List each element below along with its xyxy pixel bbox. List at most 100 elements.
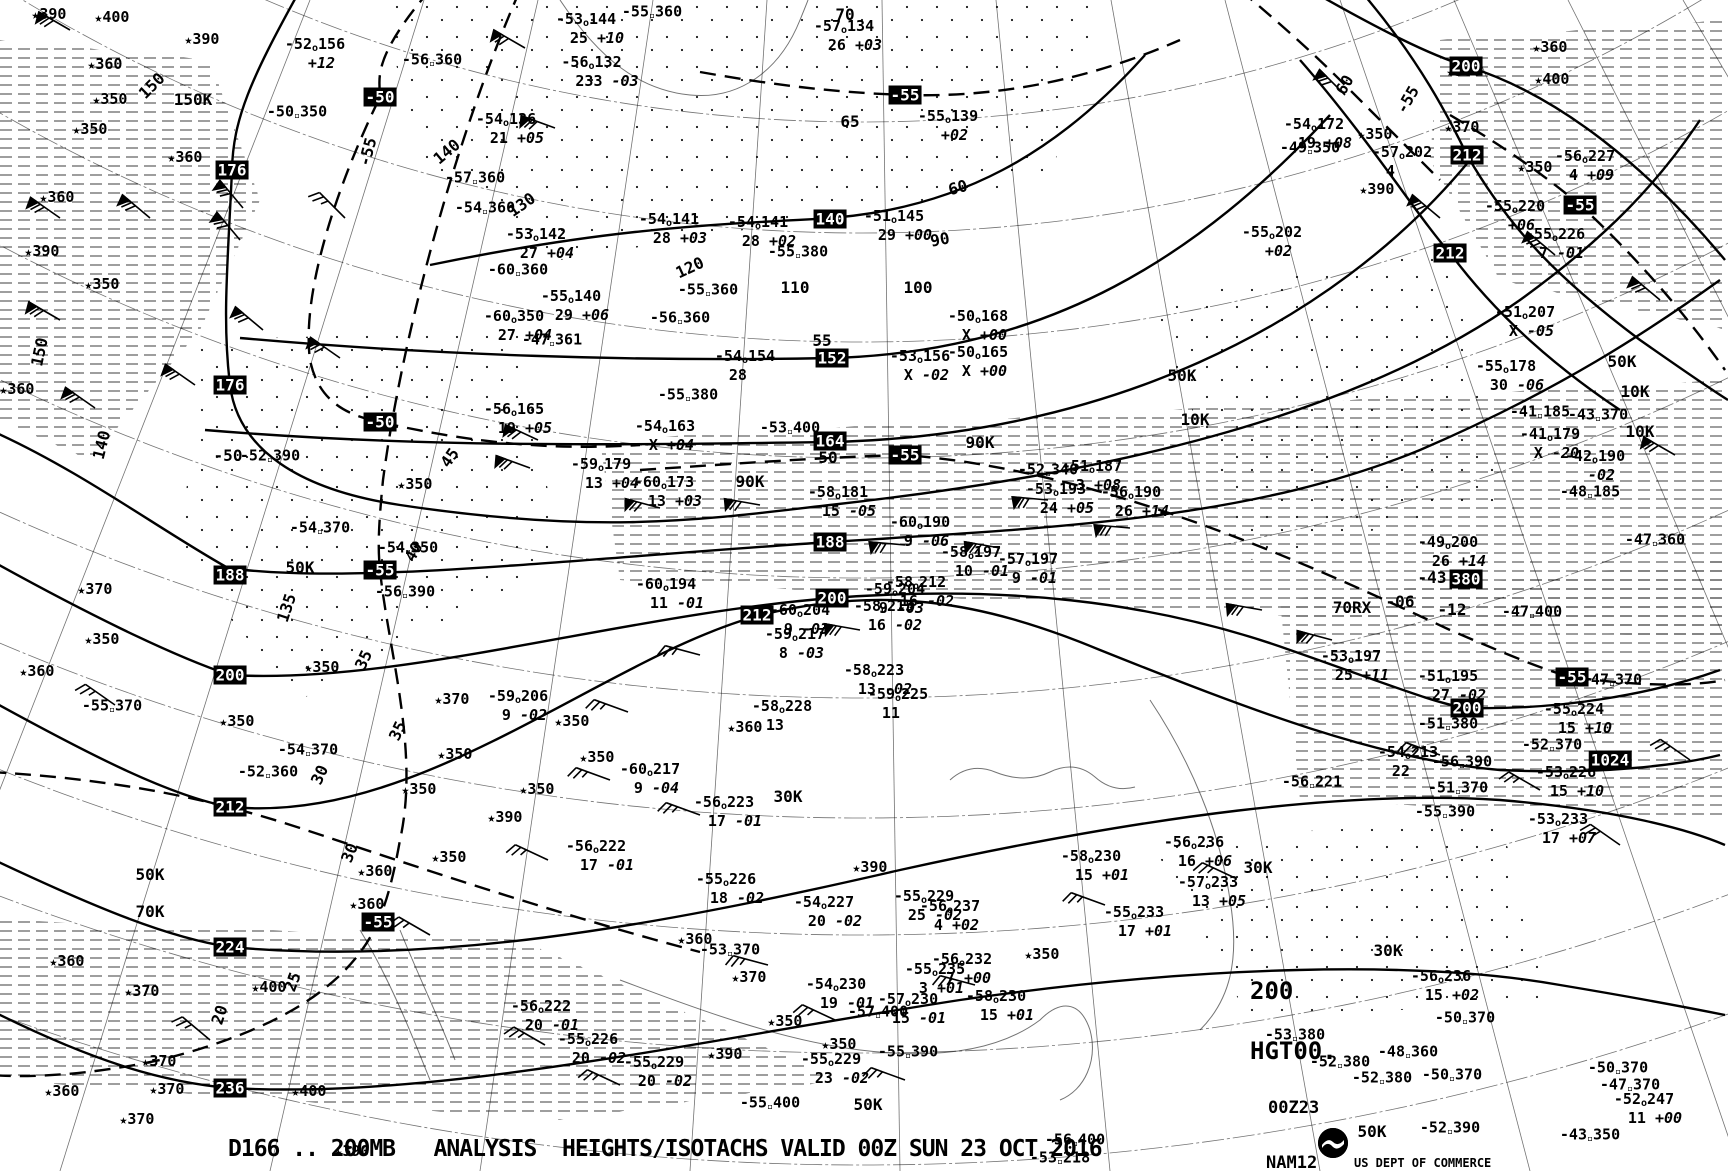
- wind-barb: [171, 1016, 211, 1041]
- wind-barb: [211, 179, 244, 209]
- station-plot: -60o217 9 -04: [619, 759, 681, 797]
- station-plot: -50▫350: [266, 102, 328, 122]
- station-plot: -52▫380: [1351, 1068, 1413, 1088]
- wind-barb: [208, 211, 241, 241]
- station-plot: -57o230 15 -01: [877, 989, 947, 1027]
- station-plot: -55▫390: [1414, 802, 1476, 822]
- boxed-contour-label: 212: [1450, 145, 1484, 165]
- station-plot: -58o197 10 -01: [940, 542, 1010, 580]
- boxed-contour-label: 236: [213, 1078, 247, 1098]
- station-plot: -56o132 233 -03: [561, 52, 639, 90]
- wind-barb: [505, 844, 549, 861]
- station-plot: -54▫350: [377, 538, 439, 558]
- graticule-label: -12: [1437, 600, 1467, 619]
- boxed-contour-label: 1024: [1588, 750, 1632, 770]
- height-station-plot: ★350: [84, 275, 120, 293]
- wind-barb: [25, 196, 61, 219]
- station-plot: -56o223 17 -01: [693, 792, 763, 830]
- wind-barb: [229, 305, 264, 331]
- station-plot: -54▫370: [277, 740, 339, 760]
- height-station-plot: ★350: [579, 748, 615, 766]
- wind-barb: [1649, 738, 1691, 761]
- agency-credit: US DEPT OF COMMERCE NOAA/NWS/NCEP WASHIN…: [1318, 1128, 1527, 1171]
- station-plot: -55▫380: [657, 385, 719, 405]
- station-plot: -51▫370: [1427, 778, 1489, 798]
- boxed-contour-label: -50: [363, 87, 397, 107]
- station-plot: -43▫350: [1559, 1125, 1621, 1145]
- station-plot: -52o247 11 +00: [1613, 1089, 1683, 1127]
- station-plot: -53▫370: [699, 940, 761, 960]
- wind-max-label: 10K: [1625, 422, 1655, 441]
- credit-line1: US DEPT OF COMMERCE: [1354, 1156, 1492, 1170]
- station-plot: -50▫370: [1587, 1058, 1649, 1078]
- graticule-label: 110: [780, 278, 810, 297]
- station-plot: -58o212 16 -02: [885, 572, 955, 610]
- station-plot: -54o230 19 -01: [805, 974, 875, 1012]
- station-plot: -41▫185: [1509, 402, 1571, 422]
- noaa-logo-icon: [1318, 1128, 1348, 1158]
- model-name: NAM12: [1266, 1153, 1318, 1171]
- wind-barb: [60, 386, 96, 409]
- coastlines: [359, 0, 1235, 1101]
- boxed-contour-label: -55: [361, 912, 395, 932]
- height-station-plot: ★360: [1532, 38, 1568, 56]
- height-station-plot: ★360: [357, 862, 393, 880]
- height-station-plot: ★390: [1359, 180, 1395, 198]
- station-plot: -56o236 15 +02: [1410, 966, 1480, 1004]
- height-station-plot: ★370: [141, 1052, 177, 1070]
- wind-barb: [792, 1004, 836, 1021]
- model-id-block: 200 HGT00. 00Z23 NAM12: [1250, 942, 1337, 1171]
- boxed-contour-label: 212: [740, 605, 774, 625]
- boxed-contour-label: 212: [1433, 243, 1467, 263]
- station-plot: -50▫370: [1434, 1008, 1496, 1028]
- height-station-plot: ★390: [707, 1045, 743, 1063]
- station-plot: -55o224 15 +10: [1543, 699, 1613, 737]
- boxed-contour-label: 176: [213, 375, 247, 395]
- wind-barb: [1312, 68, 1346, 96]
- station-plot: -59o225 11: [867, 684, 929, 722]
- height-station-plot: ★350: [821, 1035, 857, 1053]
- station-plot: -59o217 8 -03: [764, 624, 826, 662]
- wind-max-label: 50K: [853, 1095, 883, 1114]
- height-station-plot: ★360: [0, 380, 35, 398]
- station-plot: -47▫361: [521, 330, 583, 350]
- boxed-contour-label: 152: [815, 348, 849, 368]
- height-station-plot: ★350: [397, 475, 433, 493]
- station-plot: -51o187 3 +08: [1061, 456, 1123, 494]
- height-station-plot: ★360: [19, 662, 55, 680]
- station-plot: -58o223 13 -02: [843, 660, 913, 698]
- boxed-contour-label: 176: [215, 160, 249, 180]
- height-station-plot: ★370: [149, 1080, 185, 1098]
- wind-max-label: 70K: [135, 902, 165, 921]
- wind-max-label: 70RX: [1332, 598, 1372, 617]
- station-plot: -58o215 16 -02: [853, 596, 923, 634]
- station-plot: -53o142 27 +04: [505, 224, 575, 262]
- height-station-plot: ★390: [184, 30, 220, 48]
- wind-barb: [567, 766, 611, 781]
- wind-barb: [1579, 823, 1621, 846]
- wind-barb: [24, 300, 61, 321]
- height-station-plot: ★400: [1534, 70, 1570, 88]
- station-plot: -55▫390: [877, 1042, 939, 1062]
- station-plot: -47▫370: [1581, 670, 1643, 690]
- wind-barb: [34, 10, 71, 31]
- station-plot: -56o236 16 +06: [1163, 832, 1233, 870]
- height-station-plot: ★370: [434, 690, 470, 708]
- station-plot: -60o204 9 -03: [769, 600, 831, 638]
- height-station-plot: ★350: [767, 1012, 803, 1030]
- station-plot: -52▫390: [239, 446, 301, 466]
- station-plot: -54o141 28 +02: [727, 212, 797, 250]
- station-plot: -47▫360: [1624, 530, 1686, 550]
- wind-barb: [1093, 523, 1131, 539]
- wind-barb: [656, 644, 701, 658]
- wind-barb: [963, 540, 1001, 556]
- wind-barb: [160, 363, 196, 386]
- station-plot: -56o165 19 +05: [483, 399, 553, 437]
- station-plot: -54o141 28 +03: [638, 209, 708, 247]
- height-station-plot: ★350: [72, 120, 108, 138]
- wind-max-label: 30K: [1243, 858, 1273, 877]
- wind-barb: [1406, 193, 1441, 219]
- wind-barb: [1225, 602, 1263, 618]
- station-plot: -49▫350: [1279, 138, 1341, 158]
- station-plot: -56▫400: [1044, 1130, 1106, 1150]
